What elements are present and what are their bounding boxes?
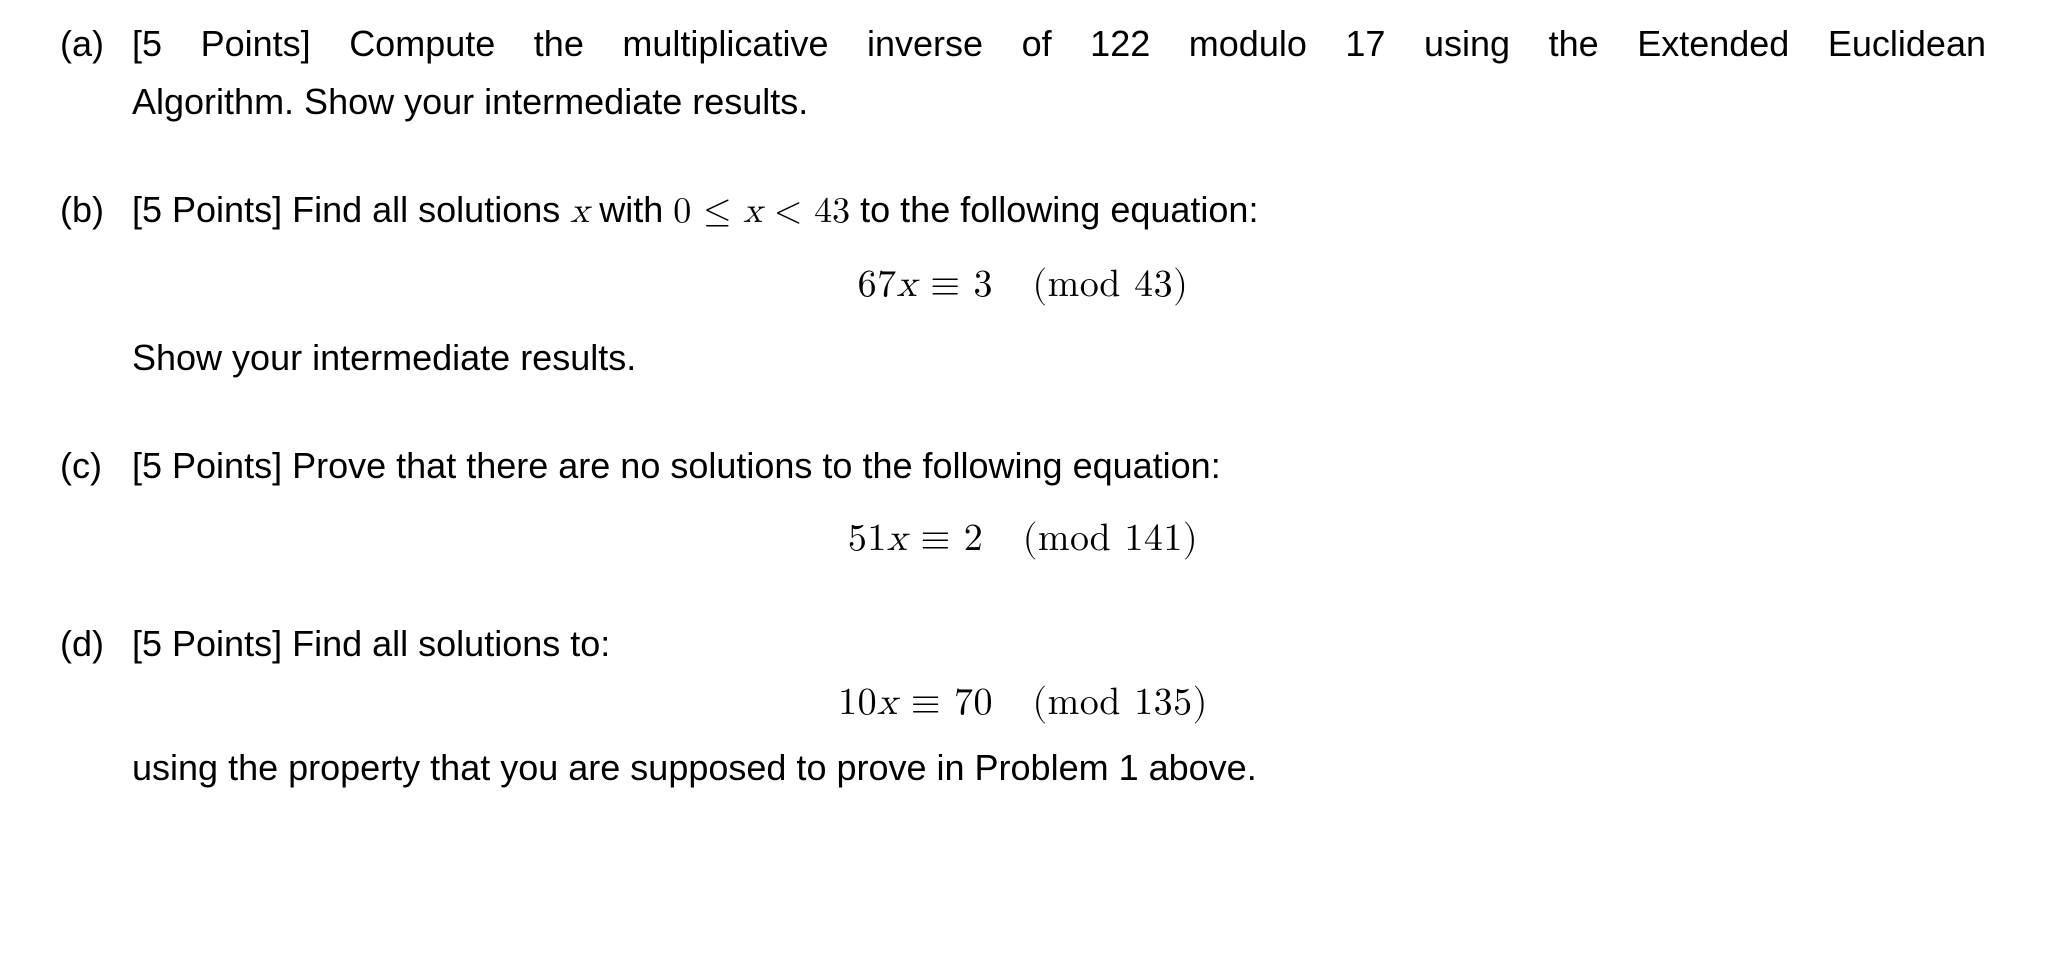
problem-d-line1: (d) [5 Points] Find all solutions to:: [60, 618, 1986, 670]
problem-a-text1: Compute the multiplicative inverse of 12…: [349, 23, 1986, 64]
problem-a-content1: [5 Points] Compute the multiplicative in…: [132, 18, 1986, 70]
problem-c-equation: 51x ≡ 2 (mod 141): [60, 516, 1986, 562]
problem-a: (a) [5 Points] Compute the multiplicativ…: [60, 18, 1986, 128]
problem-c: (c) [5 Points] Prove that there are no s…: [60, 440, 1986, 562]
problem-c-label: (c): [60, 440, 132, 492]
problem-b-points: [5 Points]: [132, 189, 282, 230]
problem-d-note: using the property that you are supposed…: [132, 742, 1986, 794]
problem-b-text1: Find all solutions: [292, 189, 570, 230]
problem-c-line1: (c) [5 Points] Prove that there are no s…: [60, 440, 1986, 492]
problem-b-text2: with: [589, 189, 673, 230]
problem-b-line1: (b) [5 Points] Find all solutions x with…: [60, 184, 1986, 237]
problem-b-show: Show your intermediate results.: [132, 332, 1986, 384]
problem-d-equation: 10x ≡ 70 (mod 135): [60, 680, 1986, 726]
problem-d-label: (d): [60, 618, 132, 670]
problem-b: (b) [5 Points] Find all solutions x with…: [60, 184, 1986, 383]
problem-d-points: [5 Points]: [132, 623, 282, 664]
problem-a-points: [5 Points]: [132, 23, 311, 64]
problem-d: (d) [5 Points] Find all solutions to: 10…: [60, 618, 1986, 794]
problem-a-text2: Algorithm. Show your intermediate result…: [132, 76, 1986, 128]
problem-a-label: (a): [60, 18, 132, 70]
problem-b-content: [5 Points] Find all solutions x with 0 ≤…: [132, 184, 1986, 237]
problem-b-label: (b): [60, 184, 132, 236]
problem-a-line1: (a) [5 Points] Compute the multiplicativ…: [60, 18, 1986, 70]
problem-b-text3: to the following equation:: [850, 189, 1258, 230]
problem-b-equation: 67x ≡ 3 (mod 43): [60, 262, 1986, 308]
problem-b-var-x: x: [570, 193, 589, 229]
problem-d-content: [5 Points] Find all solutions to:: [132, 618, 1986, 670]
problem-c-text: Prove that there are no solutions to the…: [292, 445, 1221, 486]
problem-d-text: Find all solutions to:: [292, 623, 610, 664]
problem-b-range: 0 ≤ x < 43: [673, 193, 850, 229]
problem-c-points: [5 Points]: [132, 445, 282, 486]
problem-c-content: [5 Points] Prove that there are no solut…: [132, 440, 1986, 492]
